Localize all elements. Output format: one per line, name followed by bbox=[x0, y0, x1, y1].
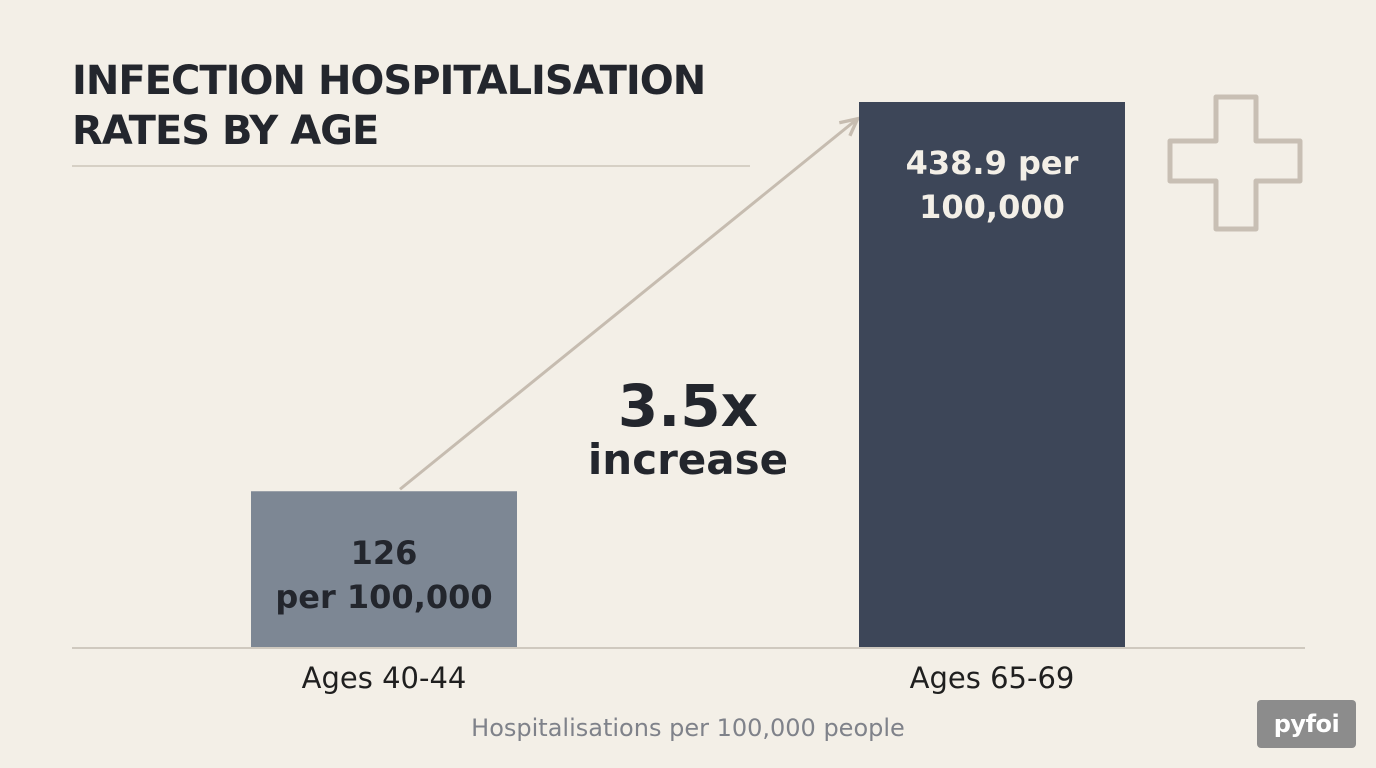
title-divider bbox=[72, 165, 750, 167]
increase-word: increase bbox=[588, 435, 788, 484]
bar-2-label-line-2: 100,000 bbox=[919, 188, 1065, 226]
bar-2 bbox=[859, 102, 1125, 648]
medical-cross-icon bbox=[1167, 94, 1303, 232]
chart-title-line-1: INFECTION HOSPITALISATION bbox=[72, 58, 706, 104]
category-label-2: Ages 65-69 bbox=[910, 661, 1075, 695]
chart-title-line-2: RATES BY AGE bbox=[72, 108, 379, 154]
bar-2-label-line-1: 438.9 per bbox=[906, 144, 1079, 182]
growth-arrow bbox=[399, 120, 856, 491]
bar-1 bbox=[251, 491, 517, 648]
pyfoi-logo: pyfoi bbox=[1257, 700, 1356, 748]
chart-title: INFECTION HOSPITALISATION RATES BY AGE bbox=[72, 56, 792, 156]
bar-1-label-line-1: 126 bbox=[351, 534, 418, 572]
x-axis-caption: Hospitalisations per 100,000 people bbox=[471, 714, 905, 742]
increase-value: 3.5x bbox=[618, 372, 758, 440]
bar-1-label-line-2: per 100,000 bbox=[275, 578, 492, 616]
category-label-1: Ages 40-44 bbox=[302, 661, 467, 695]
